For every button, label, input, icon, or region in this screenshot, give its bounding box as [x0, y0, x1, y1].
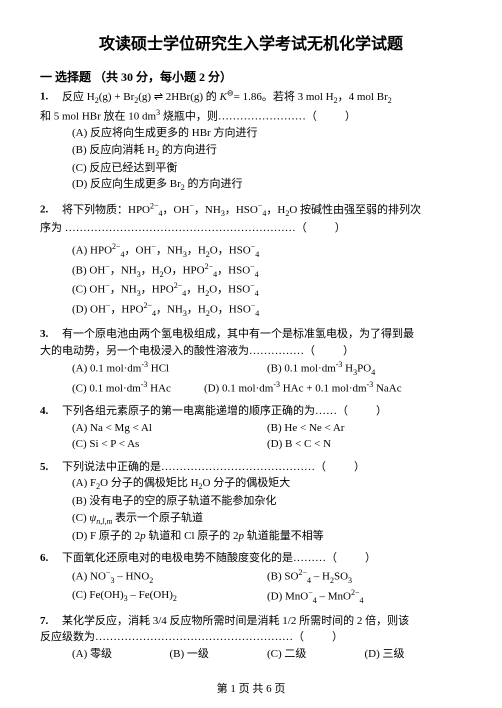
q5-text: 下列说法中正确的是……………………………………（ ） [51, 461, 367, 473]
page-title: 攻读硕士学位研究生入学考试无机化学试题 [40, 30, 462, 54]
q4-options: (A) Na < Mg < Al (B) He < Ne < Ar (C) Si… [40, 420, 462, 453]
question-6: 6. 下面氧化还原电对的电极电势不随酸度变化的是………（ ） (A) NO−3 … [40, 550, 462, 606]
section-header: 一 选择题 （共 30 分，每小题 2 分） [40, 68, 462, 85]
page-footer: 第 1 页 共 6 页 [0, 680, 502, 696]
q2-text: 将下列物质：HPO2−4，OH−，NH3，HSO−4，H2O 按碱性由强至弱的排… [51, 204, 421, 216]
q1-line2: 和 5 mol HBr 放在 10 dm3 烧瓶中，则……………………（ ） [40, 107, 462, 125]
q1-text: 反应 H2(g) + Br2(g) ⇌ 2HBr(g) 的 K⊖= 1.86。若… [51, 91, 392, 103]
question-2: 2. 将下列物质：HPO2−4，OH−，NH3，HSO−4，H2O 按碱性由强至… [40, 200, 462, 320]
q4-num: 4. [40, 405, 48, 417]
q5-options: (A) F2O 分子的偶极矩比 H2O 分子的偶极矩大 (B) 没有电子的空的原… [40, 475, 462, 544]
q7-options: (A) 零级 (B) 一级 (C) 二级 (D) 三级 [40, 646, 462, 663]
q2-options: (A) HPO2−4，OH−，NH3，H2O，HSO−4 (B) OH−，NH3… [40, 241, 462, 320]
question-3: 3. 有一个原电池由两个氢电极组成，其中有一个是标准氢电极，为了得到最 大的电动… [40, 326, 462, 397]
q7-num: 7. [40, 615, 48, 627]
question-7: 7. 某化学反应，消耗 3/4 反应物所需时间是消耗 1/2 所需时间的 2 倍… [40, 613, 462, 663]
q1-num: 1. [40, 91, 48, 103]
q4-text: 下列各组元素原子的第一电离能递增的顺序正确的为……（ ） [51, 405, 389, 417]
q5-num: 5. [40, 461, 48, 473]
q6-text: 下面氧化还原电对的电极电势不随酸度变化的是………（ ） [51, 552, 378, 564]
q3-text: 有一个原电池由两个氢电极组成，其中有一个是标准氢电极，为了得到最 [51, 328, 414, 340]
q6-num: 6. [40, 552, 48, 564]
question-1: 1. 反应 H2(g) + Br2(g) ⇌ 2HBr(g) 的 K⊖= 1.8… [40, 87, 462, 194]
q3-options: (A) 0.1 mol·dm-3 HCl (B) 0.1 mol·dm-3 H3… [40, 359, 462, 397]
q1-options: (A) 反应将向生成更多的 HBr 方向进行 (B) 反应向消耗 H2 的方向进… [40, 125, 462, 194]
q2-line2: 序为 ………………………………………………………（ ） [40, 220, 462, 237]
q7-text: 某化学反应，消耗 3/4 反应物所需时间是消耗 1/2 所需时间的 2 倍，则该 [51, 615, 409, 627]
q3-num: 3. [40, 328, 48, 340]
question-5: 5. 下列说法中正确的是……………………………………（ ） (A) F2O 分子… [40, 459, 462, 545]
q6-options: (A) NO−3 – HNO2 (B) SO2−4 – H2SO3 (C) Fe… [40, 567, 462, 607]
q2-num: 2. [40, 204, 48, 216]
question-4: 4. 下列各组元素原子的第一电离能递增的顺序正确的为……（ ） (A) Na <… [40, 403, 462, 453]
